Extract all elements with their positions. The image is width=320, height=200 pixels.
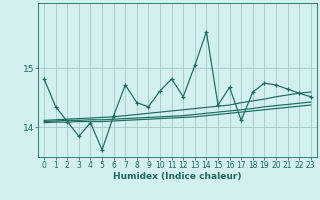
X-axis label: Humidex (Indice chaleur): Humidex (Indice chaleur) [113, 172, 242, 181]
